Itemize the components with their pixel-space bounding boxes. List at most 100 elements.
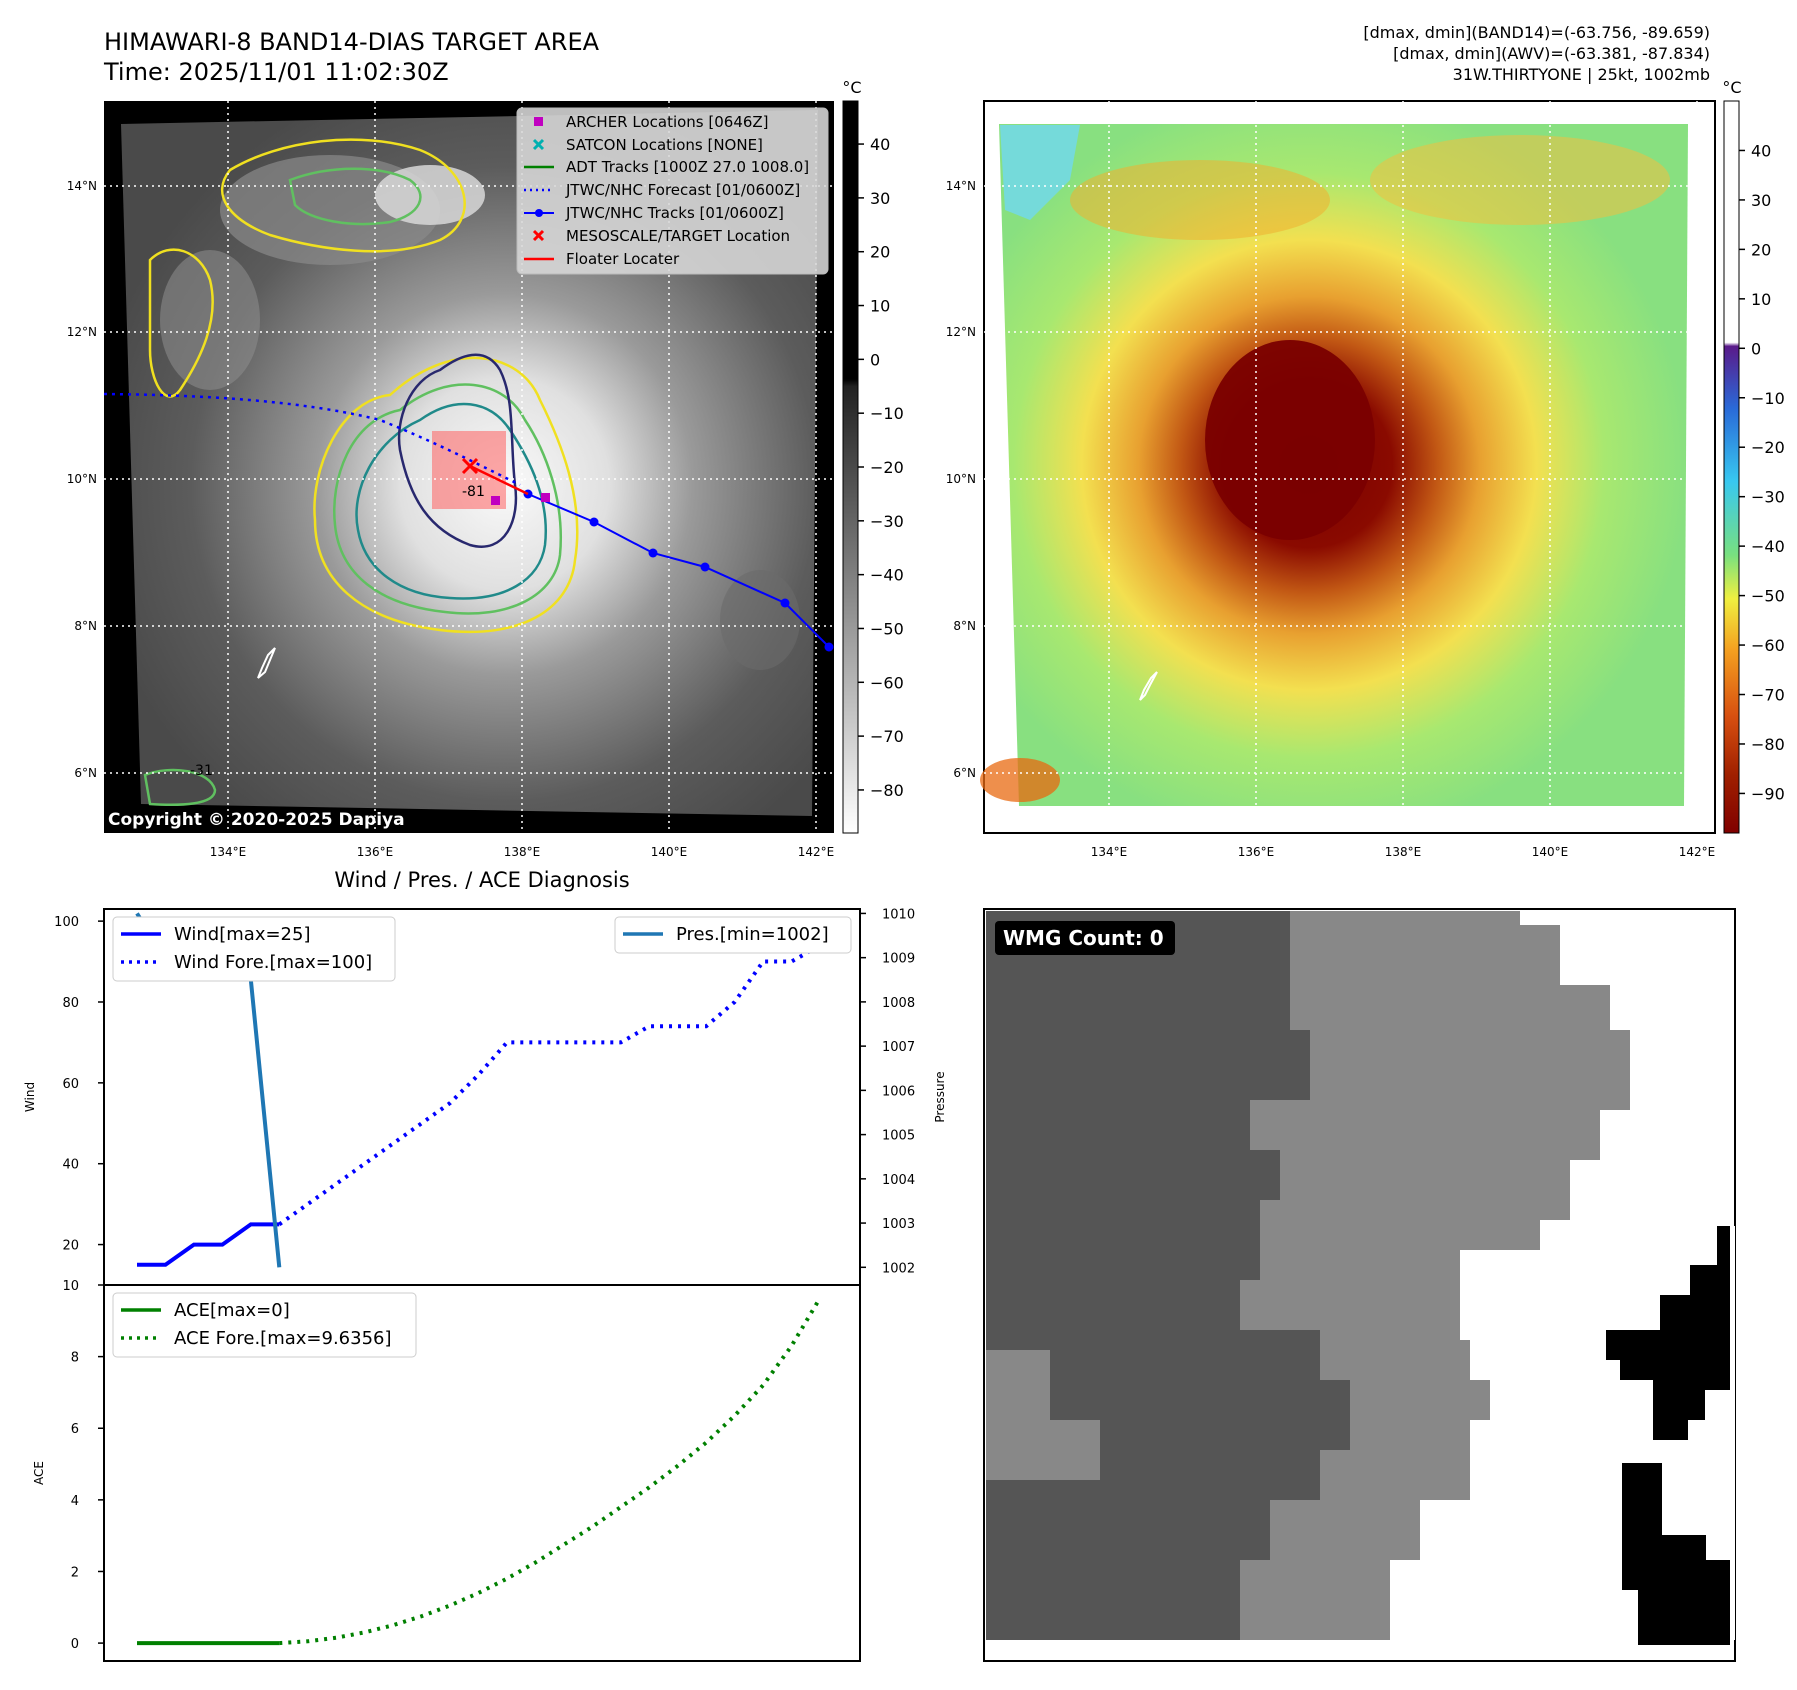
contour-green xyxy=(143,768,217,807)
legend-track-point xyxy=(535,209,543,217)
colorbar-tick-label: −80 xyxy=(1751,735,1785,754)
legend-archer: ARCHER Locations [0646Z] xyxy=(566,113,769,131)
diagnosis-title: Wind / Pres. / ACE Diagnosis xyxy=(334,868,629,892)
colorbar-gray-bar xyxy=(842,100,859,834)
colorbar-tick-label: 40 xyxy=(1751,141,1771,160)
wind-axis-label: Wind xyxy=(23,1082,37,1112)
colorbar-tick-label: 0 xyxy=(1751,339,1761,358)
colorbar-tick-label: 30 xyxy=(1751,191,1771,210)
legend-satcon: SATCON Locations [NONE] xyxy=(566,136,763,154)
info-band14: [dmax, dmin](BAND14)=(-63.756, -89.659) xyxy=(1363,23,1710,42)
legend-floater: Floater Locater xyxy=(566,250,680,268)
ace-series-line-1 xyxy=(279,1297,822,1646)
colorbar-tick-label: −30 xyxy=(870,512,904,531)
tr-lon-labels: 134°E 136°E 138°E 140°E 142°E xyxy=(1091,845,1716,859)
colorbar-tick-label: −10 xyxy=(870,404,904,423)
contour-yellow xyxy=(148,248,214,398)
colorbar-tick-label: −60 xyxy=(870,673,904,692)
pressure-legend-frame xyxy=(614,916,852,954)
contour-yellow xyxy=(313,356,579,634)
series-line-0 xyxy=(137,1222,280,1267)
jtwc-best-track xyxy=(527,493,830,648)
colorbar-tick-label: 0 xyxy=(870,350,880,369)
lat-label: 6°N xyxy=(74,766,97,780)
colorbar-tick-label: 30 xyxy=(870,189,890,208)
ace-ticks: 0 2 4 6 8 10 xyxy=(62,1279,104,1652)
cloud-band xyxy=(1070,160,1330,240)
pressure-ticks: 1002 1003 1004 1005 1006 1007 1008 1009 1010 xyxy=(860,907,915,1276)
legend-wind: Wind[max=25] xyxy=(174,924,311,945)
colorbar-unit: °C xyxy=(1722,78,1741,97)
colorbar-tick-label: −90 xyxy=(1751,784,1785,803)
archer-marker xyxy=(541,493,550,502)
pressure-axis-label: Pressure xyxy=(933,1071,947,1122)
pressure-tick-label: 1006 xyxy=(882,1084,915,1099)
ace-legend: ACE[max=0] ACE Fore.[max=9.6356] xyxy=(112,1292,417,1358)
ace-tick-label: 6 xyxy=(71,1422,79,1437)
ir-gray-map: -81 -31 Copyright © 2020-2025 Dapiya ARC… xyxy=(103,101,834,833)
wind-tick-label: 60 xyxy=(62,1077,79,1092)
legend-adt: ADT Tracks [1000Z 27.0 1008.0] xyxy=(566,158,809,176)
legend-target: MESOSCALE/TARGET Location xyxy=(566,227,790,245)
tl-lon-labels: 134°E 136°E 138°E 140°E 142°E xyxy=(210,845,835,859)
ace-tick-label: 10 xyxy=(62,1279,79,1294)
wind-legend-frame xyxy=(112,916,396,982)
ace-tick-label: 8 xyxy=(71,1351,79,1366)
pressure-tick-label: 1003 xyxy=(882,1217,915,1232)
lat-label: 6°N xyxy=(953,766,976,780)
colorbar-color: °C 40 30 20 10 0 −10 −20 −30 −40 −50 −60 −70 −80 −90 xyxy=(1722,78,1785,834)
colorbar-gray: °C 40 30 20 10 0 −10 −20 −30 −40 −50 −60 −70 −80 xyxy=(842,78,904,834)
contour-label: -81 xyxy=(462,484,485,500)
wmg-panel: WMG Count: 0 xyxy=(983,908,1736,1662)
wind-tick-label: 100 xyxy=(54,915,79,930)
lon-label: 138°E xyxy=(504,845,541,859)
palau-island xyxy=(257,647,276,679)
wind-ticks: 20 40 60 80 100 xyxy=(54,915,104,1254)
colorbar-tick-label: −70 xyxy=(1751,686,1785,705)
colorbar-tick-label: −40 xyxy=(870,566,904,585)
wmg-black-region xyxy=(1622,1463,1730,1645)
contour-teal xyxy=(355,402,547,600)
contour-green xyxy=(333,383,562,615)
lat-label: 12°N xyxy=(67,325,97,339)
colorbar-color-ticks: 40 30 20 10 0 −10 −20 −30 −40 −50 −60 −70 −80 −90 xyxy=(1739,141,1785,803)
contour-label: -31 xyxy=(190,763,213,779)
lat-label: 8°N xyxy=(74,619,97,633)
lat-label: 8°N xyxy=(953,619,976,633)
colorbar-tick-label: −30 xyxy=(1751,488,1785,507)
colorbar-tick-label: −50 xyxy=(1751,587,1785,606)
wmg-black-region xyxy=(1606,1226,1730,1440)
ace-tick-label: 2 xyxy=(71,1565,79,1580)
colorbar-color-bar xyxy=(1723,100,1740,834)
lat-label: 14°N xyxy=(946,179,976,193)
ace-tick-label: 0 xyxy=(71,1637,79,1652)
lon-label: 140°E xyxy=(651,845,688,859)
contour-yellow xyxy=(220,138,466,253)
colorbar-gray-ticks: 40 30 20 10 0 −10 −20 −30 −40 −50 −60 −70 −80 xyxy=(858,135,904,800)
figure-title: HIMAWARI-8 BAND14-DIAS TARGET AREA xyxy=(104,28,600,56)
legend-ace: ACE[max=0] xyxy=(174,1300,290,1321)
tr-lat-labels: 14°N 12°N 10°N 8°N 6°N xyxy=(946,179,976,780)
warm-region xyxy=(980,758,1060,802)
ace-axis-label: ACE xyxy=(32,1461,46,1485)
tl-lat-labels: 14°N 12°N 10°N 8°N 6°N xyxy=(67,179,97,780)
lon-label: 134°E xyxy=(210,845,247,859)
pressure-tick-label: 1007 xyxy=(882,1040,915,1055)
contour-navy xyxy=(397,353,518,548)
lon-label: 136°E xyxy=(1238,845,1275,859)
ir-color-map xyxy=(980,100,1716,834)
lon-label: 136°E xyxy=(357,845,394,859)
cloud-band xyxy=(720,570,800,670)
pressure-tick-label: 1004 xyxy=(882,1173,915,1188)
copyright-text: Copyright © 2020-2025 Dapiya xyxy=(108,810,405,830)
wmg-white-region xyxy=(1390,1250,1640,1640)
colorbar-tick-label: 20 xyxy=(1751,240,1771,259)
figure-timestamp: Time: 2025/11/01 11:02:30Z xyxy=(103,58,449,86)
colorbar-tick-label: −70 xyxy=(870,727,904,746)
archer-marker xyxy=(491,496,500,505)
wmg-count-badge xyxy=(995,921,1175,955)
lat-label: 10°N xyxy=(67,472,97,486)
legend-archer-swatch xyxy=(534,117,543,126)
ace-chart: ACE 0 2 4 6 8 10 ACE[max=0] ACE Fore.[max=9.6… xyxy=(32,1279,861,1662)
